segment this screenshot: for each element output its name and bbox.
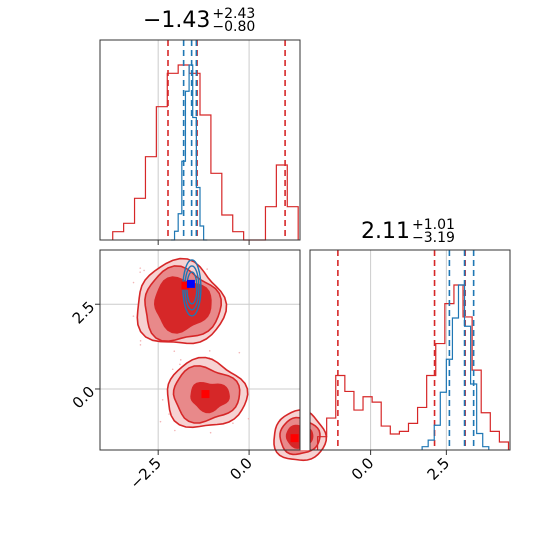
p2-ytick-label-1: 2.5 <box>69 298 99 328</box>
scatter-point <box>143 269 145 272</box>
p2-clip-mask <box>300 250 310 450</box>
scatter-point <box>139 271 141 273</box>
p2-xtick-label-1: 0.0 <box>226 454 256 484</box>
title-param2-value: 2.11 <box>361 219 410 244</box>
scatter-point <box>206 268 208 270</box>
scatter-point <box>168 413 170 415</box>
panel-marginal-param2: 0.0 2.5 <box>309 249 511 484</box>
red-marker-1 <box>201 390 210 399</box>
scatter-point <box>139 267 142 269</box>
p1-hist-red <box>112 64 299 241</box>
p2-xtick-label-0: −2.5 <box>127 454 165 492</box>
scatter-point <box>161 399 164 401</box>
scatter-point <box>174 429 176 432</box>
p2-frame <box>99 249 301 451</box>
scatter-point <box>159 420 162 423</box>
scatter-point <box>208 350 211 352</box>
red-contour-mode2-inner <box>190 381 230 414</box>
red-marker-0 <box>181 281 190 290</box>
p3-xtick-label-1: 2.5 <box>424 454 454 484</box>
scatter-point <box>247 417 250 420</box>
title-param1-value: −1.43 <box>143 8 211 33</box>
scatter-point <box>232 422 234 424</box>
p3-xtick-label-0: 0.0 <box>348 454 378 484</box>
scatter-point <box>173 350 176 353</box>
p3-frame <box>309 249 511 451</box>
red-marker-2 <box>290 434 299 443</box>
scatter-point <box>179 363 181 366</box>
scatter-point <box>238 351 241 354</box>
title-param1: −1.43 +2.43 −0.80 <box>143 6 256 35</box>
p3-hist-blue <box>421 284 490 450</box>
scatter-point <box>139 344 142 346</box>
title-param2: 2.11 +1.01 −3.19 <box>361 217 455 246</box>
p1-hist-blue <box>170 64 208 241</box>
p1-frame <box>99 39 301 241</box>
scatter-point <box>132 281 135 284</box>
title-param1-upper: +2.43 <box>212 6 256 22</box>
scatter-point <box>171 368 174 371</box>
title-param2-upper: +1.01 <box>411 217 455 233</box>
scatter-point <box>179 359 182 361</box>
panel-marginal-param1 <box>99 39 301 245</box>
scatter-point <box>132 315 135 317</box>
p2-ytick-label-0: 0.0 <box>69 383 99 413</box>
scatter-point <box>209 431 212 434</box>
p3-hist-red <box>316 284 510 450</box>
title-param2-lower: −3.19 <box>411 230 455 246</box>
title-param1-lower: −0.80 <box>212 19 256 35</box>
panel-joint: −2.5 0.0 0.0 2.5 <box>69 249 328 493</box>
blue-marker <box>186 279 195 288</box>
scatter-point <box>139 340 142 342</box>
